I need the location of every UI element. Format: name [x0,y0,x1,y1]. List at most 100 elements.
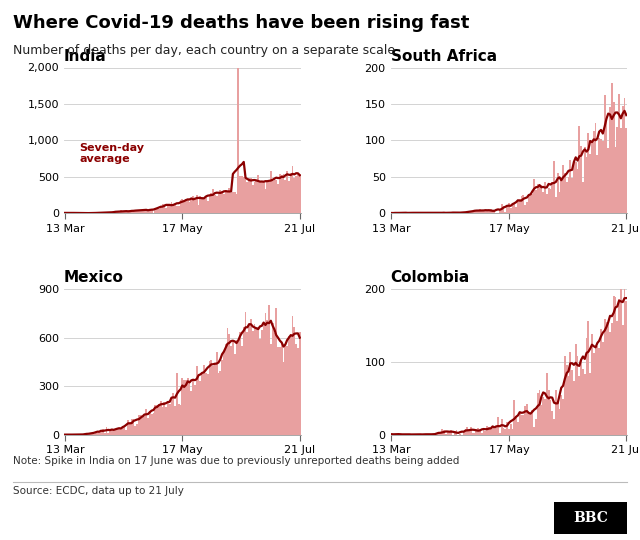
Bar [517,200,519,213]
Bar [497,417,499,435]
Bar [253,324,255,435]
Bar [548,188,550,213]
Bar [611,323,612,435]
Bar [116,429,118,435]
Bar [230,346,232,435]
Bar [116,212,118,213]
Bar [620,128,622,213]
Bar [272,181,273,213]
Bar [607,148,609,213]
Bar [612,102,614,213]
Bar [111,429,113,435]
Bar [492,210,493,213]
Bar [596,346,598,435]
Bar [138,210,140,213]
Bar [252,332,253,435]
Bar [145,409,147,435]
Bar [270,344,272,435]
Bar [171,202,172,213]
Bar [284,343,286,435]
Bar [559,409,561,435]
Bar [189,202,191,213]
Bar [483,211,484,213]
Bar [161,204,163,213]
Bar [450,430,452,435]
Bar [399,212,401,213]
Bar [165,407,167,435]
Bar [589,154,591,213]
Bar [248,178,250,213]
Bar [122,211,124,213]
Bar [531,410,533,435]
Bar [429,434,430,435]
Bar [604,96,605,213]
Bar [622,106,623,213]
Bar [410,212,412,213]
Bar [270,171,272,213]
Bar [295,344,297,435]
Bar [293,178,295,213]
Bar [293,327,295,435]
Bar [115,212,116,213]
Text: Colombia: Colombia [390,270,470,285]
Bar [185,380,187,435]
Bar [438,434,439,435]
Bar [625,301,627,435]
Bar [286,346,288,435]
Bar [486,427,488,435]
Bar [502,428,504,435]
Bar [259,339,261,435]
Bar [519,413,520,435]
Bar [120,429,122,435]
Bar [113,212,115,213]
Bar [185,199,187,213]
Bar [227,191,228,213]
Bar [275,180,277,213]
Bar [566,181,568,213]
Bar [91,433,93,435]
Bar [132,211,134,213]
Bar [181,199,183,213]
Bar [467,212,468,213]
Bar [104,433,106,435]
Text: BBC: BBC [573,511,608,525]
Bar [191,199,192,213]
Bar [246,332,248,435]
Bar [586,338,588,435]
Bar [568,376,570,435]
Bar [176,373,178,435]
Bar [124,212,125,213]
Bar [290,334,292,435]
Bar [573,161,575,213]
Bar [504,429,506,435]
Text: Source: ECDC, data up to 21 July: Source: ECDC, data up to 21 July [13,486,184,496]
Bar [152,413,154,435]
Bar [257,327,259,435]
Bar [268,305,270,435]
Bar [120,210,122,213]
Bar [616,321,618,435]
Bar [223,194,225,213]
Bar [132,419,134,435]
Bar [136,424,138,435]
Bar [570,352,572,435]
Bar [449,212,450,213]
Bar [253,183,255,213]
Bar [125,211,127,213]
Bar [230,193,232,213]
Bar [172,393,174,435]
Bar [266,320,268,435]
Bar [533,179,535,213]
Bar [244,312,246,435]
Bar [579,376,580,435]
Bar [109,430,111,435]
Bar [506,422,508,435]
Bar [612,295,614,435]
Bar [115,430,116,435]
Bar [488,210,490,213]
Bar [614,298,616,435]
Bar [535,190,537,213]
Bar [472,211,474,213]
Bar [212,366,214,435]
Bar [207,374,209,435]
